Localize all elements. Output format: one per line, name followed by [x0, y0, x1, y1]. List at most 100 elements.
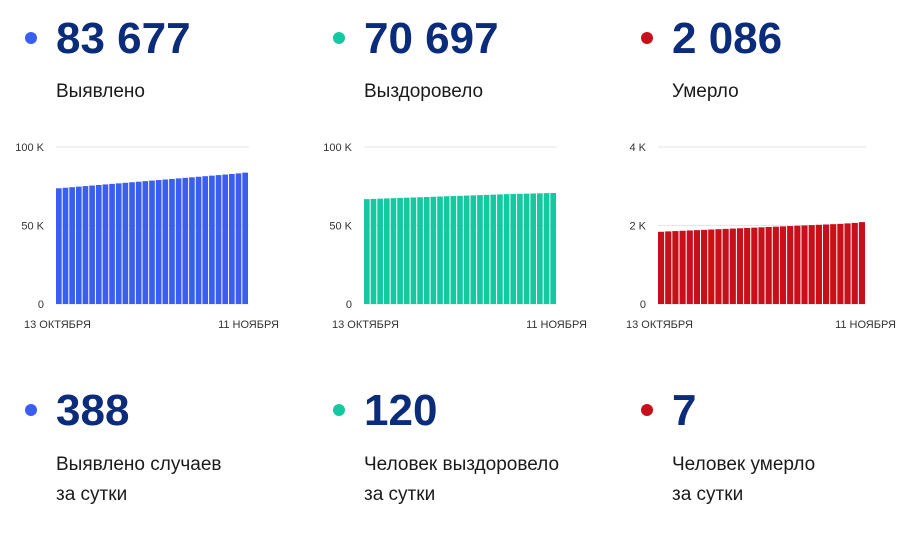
bar [202, 176, 209, 304]
bar [75, 186, 82, 304]
bar [149, 180, 155, 304]
bar [497, 194, 503, 304]
bar [543, 193, 550, 304]
chart-recovered: 0 50 K 100 K 13 ОКТЯБРЯ 11 НОЯБРЯ [308, 130, 608, 345]
bar [523, 193, 530, 304]
bar [517, 193, 523, 304]
bar [851, 222, 858, 304]
bar [477, 195, 483, 304]
bar [235, 173, 242, 304]
daily-recovered-dot-icon [333, 404, 345, 416]
y-tick-label: 4 K [629, 142, 646, 154]
bar [69, 187, 75, 304]
y-tick-label: 50 K [329, 221, 352, 233]
bar [115, 183, 122, 304]
bar [679, 230, 686, 304]
bar [758, 227, 765, 304]
bar [423, 197, 430, 304]
bar [189, 177, 195, 304]
bar [837, 223, 844, 304]
bar [370, 198, 377, 304]
bar [242, 172, 248, 304]
bar [215, 175, 222, 304]
bar [490, 194, 497, 304]
chart-died-svg: 0 2 K 4 K 13 ОКТЯБРЯ 11 НОЯБРЯ [626, 142, 896, 331]
total-died-label: Умерло [672, 81, 739, 102]
total-recovered-label: Выздоровело [364, 81, 484, 102]
bar [715, 229, 722, 304]
bar [722, 228, 729, 304]
bar [122, 182, 129, 304]
bar [390, 198, 397, 304]
bar [665, 231, 672, 304]
bar [56, 188, 62, 304]
bar [135, 181, 142, 304]
y-tick-label: 0 [640, 299, 646, 311]
bar [155, 180, 162, 304]
bar [787, 226, 794, 304]
daily-recovered-label-line2: за сутки [364, 484, 436, 505]
y-tick-label: 0 [346, 299, 352, 311]
bar [779, 226, 787, 304]
daily-died-label-line1: Человек умерло [672, 454, 816, 475]
x-tick-label-start: 13 ОКТЯБРЯ [626, 319, 693, 331]
bar [82, 186, 89, 304]
bar [410, 197, 417, 304]
bar [377, 198, 383, 304]
bar [169, 178, 175, 304]
bar [483, 194, 490, 304]
bar [129, 182, 135, 304]
chart-detected: 0 50 K 100 K 13 ОКТЯБРЯ 11 НОЯБРЯ [0, 130, 300, 345]
total-recovered-value: 70 697 [364, 14, 499, 63]
daily-recovered-label-line1: Человек выздоровело [364, 454, 560, 475]
bar [397, 197, 403, 304]
bar [530, 193, 537, 304]
y-tick-label: 100 K [15, 142, 44, 154]
bar [443, 196, 450, 304]
bar [62, 187, 69, 304]
bar [801, 225, 808, 304]
bar [450, 196, 457, 304]
bar [222, 174, 229, 304]
bar [470, 195, 477, 304]
chart-detected-svg: 0 50 K 100 K 13 ОКТЯБРЯ 11 НОЯБРЯ [15, 142, 279, 331]
bar [693, 230, 701, 304]
daily-died-label-line2: за сутки [672, 484, 744, 505]
chart-died: 0 2 K 4 K 13 ОКТЯБРЯ 11 НОЯБРЯ [610, 130, 910, 345]
chart-recovered-svg: 0 50 K 100 K 13 ОКТЯБРЯ 11 НОЯБРЯ [323, 142, 587, 331]
bar [822, 224, 830, 304]
bar [751, 227, 758, 304]
bar [403, 197, 410, 304]
x-tick-label-end: 11 НОЯБРЯ [835, 319, 896, 331]
daily-died-dot-icon [641, 404, 653, 416]
bar [708, 229, 715, 304]
bar [383, 198, 390, 304]
bar [430, 196, 437, 304]
bar [858, 222, 865, 304]
bar [550, 193, 556, 304]
y-tick-label: 100 K [323, 142, 352, 154]
bar [744, 227, 751, 304]
bar [510, 193, 517, 304]
bar [844, 223, 851, 304]
bar [765, 226, 772, 304]
bar [102, 184, 109, 304]
bar [808, 225, 815, 304]
total-detected-label: Выявлено [56, 81, 145, 102]
bar [830, 224, 837, 304]
total-detected-value: 83 677 [56, 14, 191, 63]
x-tick-label-end: 11 НОЯБРЯ [526, 319, 587, 331]
daily-detected-label-line1: Выявлено случаев [56, 454, 222, 475]
detected-dot-icon [25, 32, 37, 44]
y-tick-label: 0 [38, 299, 44, 311]
bar [89, 185, 95, 304]
bar [175, 178, 182, 304]
bar [736, 228, 744, 304]
bar [364, 199, 370, 304]
bar [658, 231, 665, 304]
bar [672, 231, 679, 304]
bar [815, 224, 822, 304]
x-tick-label-end: 11 НОЯБРЯ [218, 319, 279, 331]
y-tick-label: 50 K [21, 221, 44, 233]
died-dot-icon [641, 32, 653, 44]
